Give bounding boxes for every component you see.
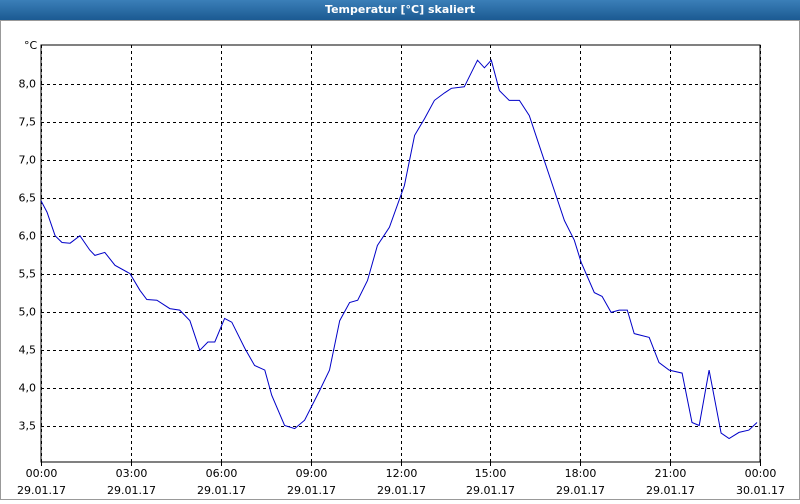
y-tick-label: 6,5 — [19, 192, 37, 205]
y-tick-label: 5,5 — [19, 268, 37, 281]
window-title: Temperatur [°C] skaliert — [325, 3, 475, 16]
y-tick-label: 4,5 — [19, 344, 37, 357]
y-tick-label: 7,5 — [19, 116, 37, 129]
y-tick-label: 8,0 — [19, 78, 37, 91]
x-tick-label: 15:00 — [475, 467, 507, 480]
x-tick-label: 06:00 — [206, 467, 238, 480]
x-tick-date: 29.01.17 — [107, 484, 156, 497]
x-tick-label: 18:00 — [565, 467, 597, 480]
x-tick-date: 29.01.17 — [17, 484, 66, 497]
y-unit: °C — [24, 39, 38, 52]
x-tick-date: 29.01.17 — [646, 484, 695, 497]
x-tick-label: 12:00 — [386, 467, 418, 480]
window-border — [0, 20, 800, 500]
x-tick-label: 00:00 — [26, 467, 58, 480]
plot-frame — [40, 44, 761, 463]
temperature-line — [40, 59, 758, 440]
x-tick-date: 30.01.17 — [736, 484, 785, 497]
x-tick-date: 29.01.17 — [287, 484, 336, 497]
x-tick-label: 09:00 — [296, 467, 328, 480]
x-tick-label: 03:00 — [116, 467, 148, 480]
y-tick-label: 6,0 — [19, 230, 37, 243]
x-tick-label: 21:00 — [655, 467, 687, 480]
x-tick-date: 29.01.17 — [556, 484, 605, 497]
x-tick-date: 29.01.17 — [377, 484, 426, 497]
title-bar — [0, 0, 800, 20]
x-tick-label: 00:00 — [745, 467, 777, 480]
y-tick-label: 5,0 — [19, 306, 37, 319]
x-tick-date: 29.01.17 — [466, 484, 515, 497]
y-tick-label: 3,5 — [19, 420, 37, 433]
y-tick-label: 7,0 — [19, 154, 37, 167]
y-tick-label: 4,0 — [19, 382, 37, 395]
x-tick-date: 29.01.17 — [197, 484, 246, 497]
